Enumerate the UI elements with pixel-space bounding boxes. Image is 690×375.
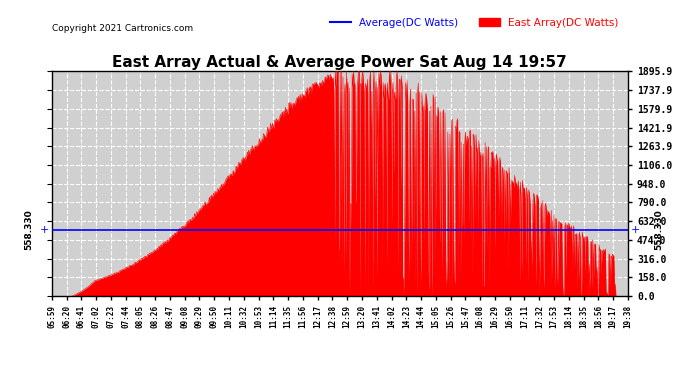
Text: 558.330: 558.330 (654, 210, 664, 251)
Text: 558.330: 558.330 (24, 210, 34, 251)
Text: +: + (39, 225, 49, 235)
Title: East Array Actual & Average Power Sat Aug 14 19:57: East Array Actual & Average Power Sat Au… (112, 55, 567, 70)
Legend: Average(DC Watts), East Array(DC Watts): Average(DC Watts), East Array(DC Watts) (326, 13, 622, 32)
Text: +: + (631, 225, 640, 235)
Text: Copyright 2021 Cartronics.com: Copyright 2021 Cartronics.com (52, 24, 193, 33)
